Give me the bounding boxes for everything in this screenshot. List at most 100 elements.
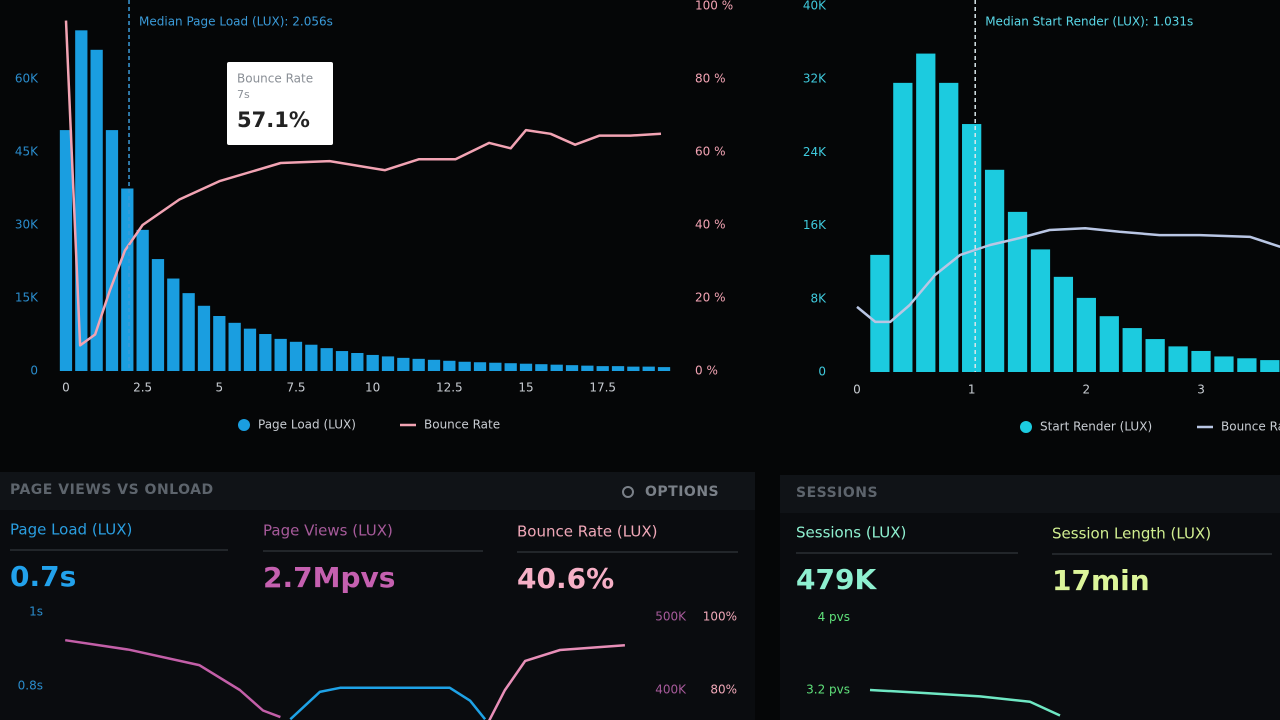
bar (151, 259, 165, 371)
bar (1214, 356, 1234, 372)
y2-tick-label: 0 % (695, 364, 718, 378)
y2-tick-label: 80 % (695, 72, 726, 86)
bar (182, 293, 195, 371)
bar (1007, 211, 1028, 372)
y3-tick-label: 80% (710, 683, 737, 697)
line (64, 20, 662, 347)
y2-tick-label: 40 % (695, 218, 726, 232)
bar (90, 49, 103, 371)
x-tick-label: 7.5 (286, 381, 305, 395)
bar (427, 359, 441, 371)
y-tick-label: 32K (803, 72, 827, 86)
metric-value: 40.6% (517, 562, 614, 595)
metric-label: Page Views (LUX) (263, 522, 393, 540)
bar (305, 344, 318, 371)
y-tick-label: 15K (15, 291, 39, 305)
bar (870, 254, 890, 372)
bar (213, 316, 226, 371)
bar (1099, 316, 1119, 372)
bar (1076, 297, 1096, 372)
metric-label: Session Length (LUX) (1052, 525, 1211, 543)
legend-label: Start Render (LUX) (1040, 420, 1152, 434)
gear-icon[interactable] (622, 486, 634, 498)
bar (893, 82, 913, 372)
panel-header (780, 475, 1280, 513)
x-tick-label: 2 (1083, 383, 1091, 397)
line (65, 638, 281, 719)
bar (59, 130, 73, 371)
bar (289, 341, 303, 371)
bar (1122, 328, 1142, 372)
bar (443, 360, 456, 371)
bar (939, 82, 959, 372)
bar (243, 328, 257, 371)
metric-label: Page Load (LUX) (10, 521, 132, 539)
bar (458, 361, 471, 371)
bar (962, 124, 982, 372)
y-tick-label: 40K (803, 0, 827, 13)
y-tick-label: 0.8s (18, 678, 43, 692)
bar (228, 322, 241, 371)
annotation: Median Start Render (LUX): 1.031s (985, 15, 1193, 29)
bar (611, 366, 625, 371)
y-tick-label: 0 (818, 365, 826, 379)
bar (1168, 346, 1188, 372)
bar (167, 278, 180, 371)
bar (1237, 358, 1257, 372)
bar (535, 364, 548, 371)
bar (397, 357, 410, 371)
panel-title: PAGE VIEWS VS ONLOAD (10, 482, 214, 498)
bar (259, 334, 272, 371)
plot (59, 20, 671, 371)
legend-label: Bounce Rate (424, 418, 500, 432)
x-tick-label: 1 (968, 383, 976, 397)
y2-tick-label: 400K (655, 683, 687, 697)
bar (489, 362, 502, 371)
plot (856, 53, 1280, 372)
y2-tick-label: 500K (655, 609, 687, 623)
y-tick-label: 0 (30, 364, 38, 378)
y-tick-label: 1s (29, 604, 43, 618)
bar (596, 366, 609, 371)
bar (105, 130, 119, 371)
bar (519, 363, 533, 371)
tooltip-title: Bounce Rate (237, 72, 313, 86)
bar (366, 354, 379, 371)
annotation: Median Page Load (LUX): 2.056s (139, 15, 333, 29)
bar (1260, 360, 1280, 372)
tooltip-subtitle: 7s (237, 88, 250, 101)
x-tick-label: 3 (1197, 383, 1205, 397)
y-tick-label: 60K (15, 72, 39, 86)
line (289, 686, 487, 720)
bar (1145, 339, 1165, 372)
y-tick-label: 8K (810, 291, 827, 305)
tooltip-box (227, 62, 333, 145)
metric-value: 2.7Mpvs (263, 561, 395, 594)
bar (335, 351, 349, 371)
x-tick-label: 15 (518, 381, 533, 395)
bar (381, 356, 395, 371)
legend-label: Bounce Rate (1221, 420, 1280, 434)
options-button[interactable]: OPTIONS (645, 484, 719, 500)
bar (504, 363, 517, 371)
bar (565, 365, 579, 371)
bar (657, 367, 671, 371)
x-tick-label: 0 (62, 381, 70, 395)
bar (473, 362, 487, 371)
legend-dot (1020, 421, 1032, 433)
panel-header (0, 472, 755, 510)
bar (984, 169, 1005, 372)
bar (916, 53, 936, 372)
bar (1053, 276, 1074, 372)
panel-title: SESSIONS (796, 485, 878, 501)
y2-tick-label: 100 % (695, 0, 733, 13)
y-tick-label: 16K (803, 218, 827, 232)
bar (136, 229, 149, 371)
metric-label: Bounce Rate (LUX) (517, 523, 657, 541)
plot (65, 638, 625, 720)
y-tick-label: 45K (15, 145, 39, 159)
y-tick-label: 4 pvs (818, 610, 850, 624)
legend-dot (238, 419, 250, 431)
y2-tick-label: 60 % (695, 145, 726, 159)
